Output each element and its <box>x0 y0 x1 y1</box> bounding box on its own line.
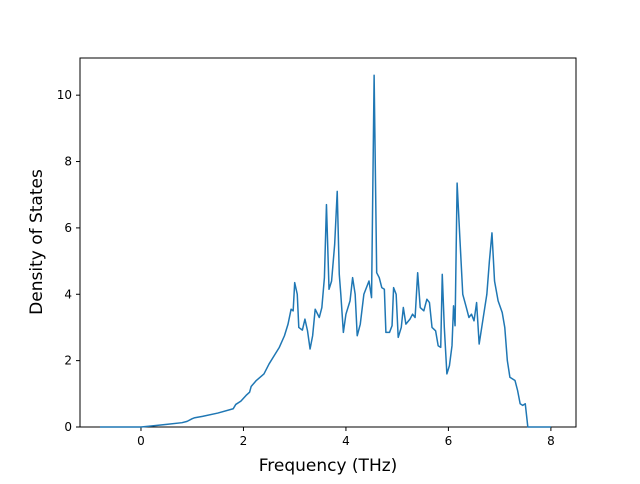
y-tick-label: 2 <box>64 354 72 368</box>
x-tick-label: 8 <box>547 434 555 448</box>
data-line <box>99 74 551 428</box>
y-axis-label: Density of States <box>27 169 47 315</box>
x-tick-label: 0 <box>137 434 145 448</box>
y-tick-label: 10 <box>57 88 72 102</box>
x-tick-label: 4 <box>342 434 350 448</box>
x-tick-label: 2 <box>240 434 248 448</box>
x-axis-label: Frequency (THz) <box>259 456 398 476</box>
y-tick-label: 6 <box>64 221 72 235</box>
x-tick-label: 6 <box>445 434 453 448</box>
y-tick-label: 8 <box>64 155 72 169</box>
y-tick-label: 0 <box>64 420 72 434</box>
y-tick-label: 4 <box>64 287 72 301</box>
axes-frame <box>79 57 577 428</box>
